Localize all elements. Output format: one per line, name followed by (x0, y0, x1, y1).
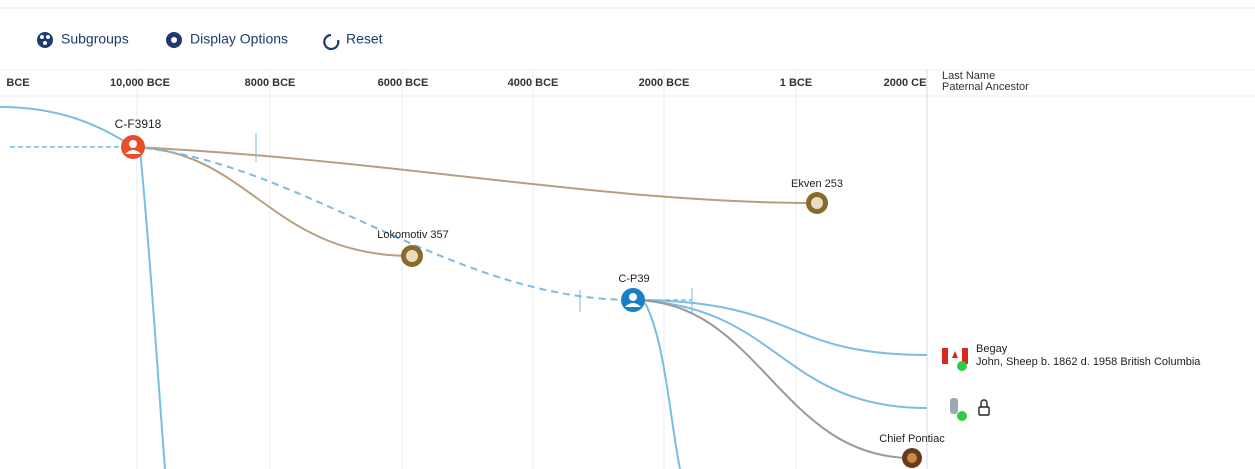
grid (0, 70, 1255, 469)
node-label: Lokomotiv 357 (377, 229, 449, 241)
row[interactable]: Begay John, Sheep b. 1862 d. 1958 Britis… (942, 343, 1201, 371)
timeline-label: 2000 BCE (639, 77, 690, 89)
reset-button[interactable]: Reset (324, 31, 382, 49)
timeline-label: 8000 BCE (245, 77, 296, 89)
button-label[interactable]: Display Options (190, 31, 288, 47)
tree-view: Subgroups Display Options Reset BCE 10,00… (0, 0, 1255, 469)
node[interactable]: Chief Pontiac (879, 433, 945, 468)
timeline-label: 10,000 BCE (110, 77, 170, 89)
column-header: Paternal Ancestor (942, 81, 1029, 93)
node[interactable]: Ekven 253 (791, 178, 843, 214)
branches (0, 107, 927, 469)
last-name: Begay (976, 343, 1008, 355)
button-label[interactable]: Reset (346, 31, 383, 47)
timeline-label: 6000 BCE (378, 77, 429, 89)
ancestor: John, Sheep b. 1862 d. 1958 British Colu… (976, 356, 1201, 368)
subgroups-button[interactable]: Subgroups (37, 31, 129, 48)
timeline: BCE 10,000 BCE 8000 BCE 6000 BCE 4000 BCE 200… (6, 77, 926, 89)
node-label: C-F3918 (115, 117, 162, 131)
node-label: Ekven 253 (791, 178, 843, 190)
timeline-label: 2000 CE (884, 77, 927, 89)
node[interactable]: C-F3918 (115, 117, 162, 159)
timeline-label: 1 BCE (780, 77, 812, 89)
display-options-button[interactable]: Display Options (166, 31, 288, 48)
node[interactable]: C-P39 (618, 273, 649, 312)
node-label: Chief Pontiac (879, 433, 945, 445)
node[interactable]: Lokomotiv 357 (377, 229, 449, 267)
timeline-label: BCE (6, 77, 29, 89)
node-label: C-P39 (618, 273, 649, 285)
button-label[interactable]: Subgroups (61, 31, 129, 47)
timeline-label: 4000 BCE (508, 77, 559, 89)
row[interactable] (950, 398, 989, 421)
